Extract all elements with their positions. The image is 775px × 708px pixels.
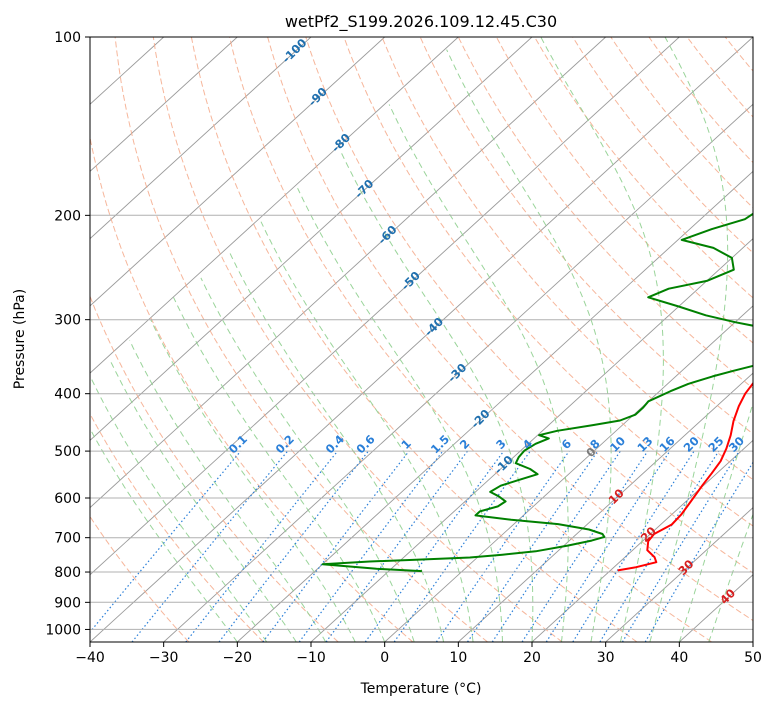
moist-adiabat-line	[446, 49, 612, 642]
chart-title: wetPf2_S199.2026.109.12.45.C30	[285, 12, 557, 32]
moist-adiabat-line	[388, 104, 569, 642]
dry-adiabat-line	[90, 134, 414, 642]
mixing-ratio-line	[218, 450, 369, 642]
isotherm-line	[90, 37, 312, 240]
moist-adiabat-line	[297, 187, 503, 642]
moist-adiabat-line	[678, 401, 753, 642]
dry-adiabat-line	[381, 37, 753, 481]
dry-adiabat-line	[90, 295, 339, 642]
profile-line-0	[617, 381, 753, 572]
moist-adiabat-line	[649, 37, 729, 642]
profile-line-1	[321, 212, 753, 573]
y-tick-label: 200	[54, 208, 81, 224]
mixing-ratio-line	[262, 450, 410, 642]
y-tick-label: 100	[54, 30, 81, 46]
dry-adiabat-line	[114, 37, 488, 642]
background-guides	[90, 37, 775, 642]
isotherm-line	[605, 506, 753, 642]
isotherm-line	[752, 641, 753, 642]
plot-frame	[89, 36, 754, 643]
isotherm-line	[90, 37, 607, 509]
dry-adiabat-line	[305, 37, 753, 574]
isotherm-line	[310, 238, 753, 642]
x-tick-label: 40	[670, 650, 688, 666]
isotherm-line	[90, 37, 753, 642]
isotherm-line	[90, 37, 386, 307]
x-tick-label: 10	[449, 650, 467, 666]
dry-adiabat-line	[648, 37, 753, 164]
dry-adiabat-line	[495, 37, 753, 344]
dry-adiabat-line	[763, 37, 775, 642]
dry-adiabat-line	[190, 37, 638, 642]
moist-adiabat-line	[90, 427, 238, 642]
y-tick-label: 300	[54, 313, 81, 329]
y-tick-label: 800	[54, 565, 81, 581]
mixing-ratio-line	[621, 450, 740, 642]
y-axis-label: Pressure (hPa)	[12, 289, 28, 389]
moist-adiabat-line	[109, 359, 297, 642]
mixing-ratio-line	[185, 450, 339, 642]
isotherm-line	[90, 37, 238, 173]
mixing-ratio-line	[131, 450, 289, 642]
moist-adiabat-line	[339, 149, 534, 642]
isotherm-line	[531, 439, 753, 642]
x-tick-label: 30	[597, 650, 615, 666]
dry-adiabat-line	[152, 37, 563, 642]
dry-adiabat-line	[572, 37, 753, 254]
isotherm-line	[90, 37, 680, 576]
isobar-gridlines	[90, 37, 753, 630]
mixing-ratio-line	[364, 450, 505, 642]
x-axis-label: Temperature (°C)	[360, 681, 482, 697]
isotherm-line	[90, 37, 533, 441]
isotherm-line	[163, 103, 753, 642]
x-tick-label: −30	[149, 650, 179, 666]
isotherm-line	[384, 305, 753, 642]
moist-adiabat-line	[129, 340, 327, 642]
isotherm-line	[90, 37, 459, 374]
moist-adiabat-line	[708, 513, 753, 642]
moist-adiabat-line	[90, 376, 268, 642]
dry-adiabat-line	[90, 515, 190, 642]
mixing-ratio-line	[599, 450, 720, 642]
mixing-ratio-line	[393, 450, 531, 642]
x-tick-label: −20	[223, 650, 253, 666]
x-axis-ticks: −40 −30 −20 −10 0 10 20 30 40 50	[75, 642, 762, 666]
profile-lines	[321, 212, 753, 573]
x-tick-label: −40	[75, 650, 105, 666]
y-tick-label: 600	[54, 491, 81, 507]
mixing-ratio-line	[90, 450, 242, 634]
mixing-ratio-line	[644, 461, 753, 642]
y-tick-label: 400	[54, 387, 81, 403]
y-axis-ticks: 100 200 300 400 500 600 700 800 900 1000	[45, 30, 90, 638]
y-tick-label: 700	[54, 531, 81, 547]
dry-adiabat-line	[90, 412, 264, 642]
y-tick-label: 900	[54, 595, 81, 611]
x-tick-label: 20	[523, 650, 541, 666]
y-tick-label: 500	[54, 444, 81, 460]
dry-adiabat-line	[229, 37, 712, 642]
x-tick-label: 0	[380, 650, 389, 666]
isotherm-line	[236, 170, 753, 642]
mixing-ratio-line	[572, 450, 695, 642]
dry-adiabat-line	[419, 37, 753, 435]
moist-adiabat-line	[540, 37, 664, 642]
dry-adiabat-line	[267, 37, 753, 622]
moist-adiabat-line	[173, 297, 386, 642]
moist-adiabat-line	[150, 319, 356, 642]
dry-adiabat-line	[534, 37, 753, 299]
x-tick-label: 50	[744, 650, 762, 666]
mixing-ratio-line	[545, 450, 671, 642]
mixing-ratio-line	[467, 450, 599, 642]
y-tick-label: 1000	[45, 622, 81, 638]
x-tick-label: −10	[296, 650, 326, 666]
dry-adiabat-line	[610, 37, 753, 209]
